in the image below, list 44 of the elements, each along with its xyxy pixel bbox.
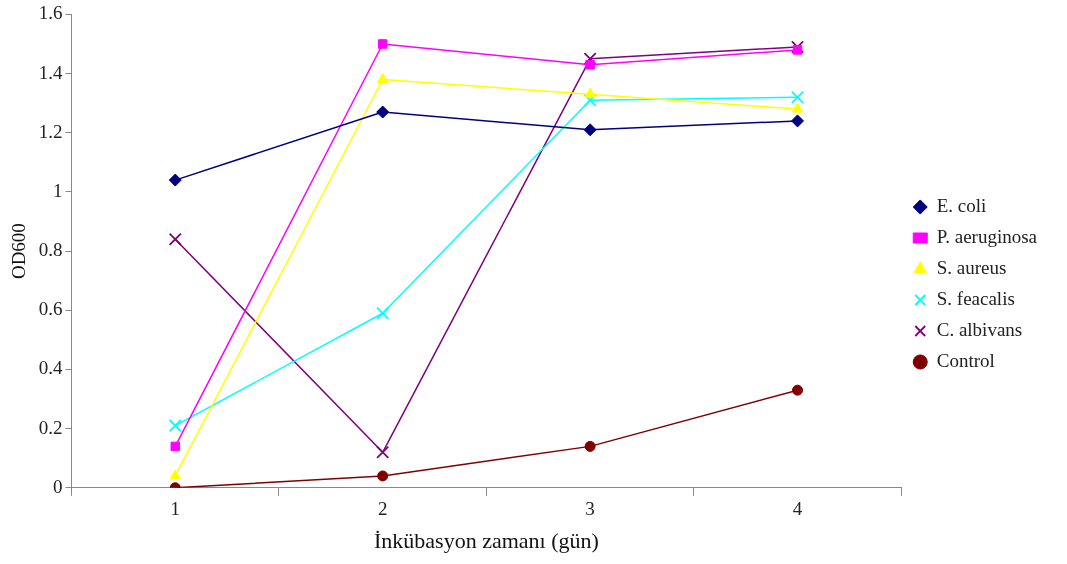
point	[584, 87, 596, 98]
point	[792, 384, 804, 396]
y-tick-label: 1.6	[38, 2, 63, 24]
point	[168, 419, 182, 433]
point	[790, 40, 805, 54]
x-tick-label: 1	[170, 498, 181, 520]
point	[792, 45, 803, 55]
legend-label: C. albivans	[936, 318, 1023, 340]
legend-label: Control	[936, 349, 995, 371]
y-tick-label: 0.8	[38, 239, 63, 261]
y-tick-label: 1	[53, 179, 63, 201]
y-tick-label: 0.4	[38, 357, 64, 379]
x-tick-label: 2	[377, 498, 388, 520]
point	[376, 445, 390, 459]
x-tick-label: 4	[792, 498, 803, 520]
y-tick-label: 0	[53, 475, 63, 497]
point	[791, 114, 805, 128]
point	[377, 470, 389, 482]
point	[376, 72, 389, 83]
x-tick-label: 3	[585, 498, 595, 520]
point	[168, 232, 182, 246]
point	[377, 39, 388, 49]
point	[583, 52, 597, 66]
point	[170, 441, 180, 452]
y-tick-label: 0.6	[38, 298, 63, 320]
legend-label: P. aeruginosa	[936, 225, 1038, 247]
legend-label: E. coli	[936, 194, 987, 216]
legend-label: S. aureus	[936, 256, 1007, 278]
point	[583, 93, 597, 107]
x-axis-title: İnkübasyon zamanı (gün)	[373, 527, 599, 553]
point	[790, 90, 805, 104]
point	[584, 440, 596, 452]
y-axis-title: OD600	[8, 223, 30, 280]
y-tick-label: 1.2	[38, 120, 63, 142]
point	[168, 173, 182, 187]
point	[585, 59, 595, 70]
y-tick-label: 0.2	[38, 416, 63, 438]
point	[169, 469, 181, 480]
y-tick-label: 1.4	[38, 61, 64, 83]
point	[376, 306, 390, 320]
legend-label: S. feacalis	[936, 287, 1015, 309]
point	[791, 102, 804, 113]
point	[583, 123, 597, 137]
point	[376, 105, 390, 119]
